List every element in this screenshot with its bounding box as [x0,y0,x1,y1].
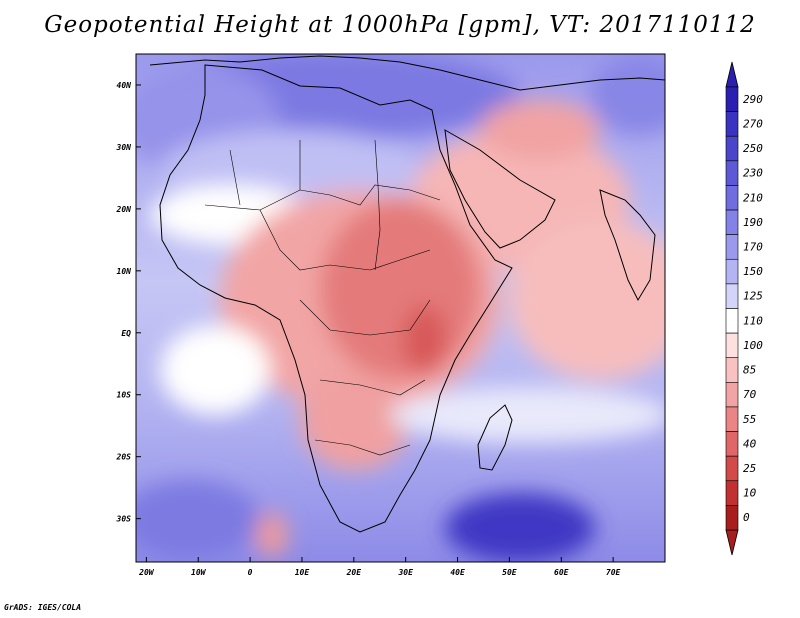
europe-coastline [149,55,665,91]
east-africa-low [320,200,480,380]
lat-tick-label: 10S [117,391,132,400]
border-line [314,439,411,456]
lat-tick-label: 20S [116,453,132,462]
coastlines [149,55,665,533]
madagascar-coastline [477,404,513,471]
lat-tick-label: 10N [117,267,132,276]
india-coastline [599,189,656,302]
colorbar-swatch [725,185,739,211]
colorbar-swatch [725,308,739,334]
border-line [299,299,431,336]
colorbar-level-label: 85 [743,364,756,377]
colorbar-swatch [725,480,739,506]
map-frame [135,53,666,563]
lat-tick-label: 30S [116,515,132,524]
colorbar-level-label: 250 [743,142,763,155]
colorbar-level-label: 230 [743,167,763,180]
lat-tick-label: 40N [117,81,132,90]
lon-tick-label: 50E [502,568,517,577]
colorbar-level-label: 10 [743,487,757,500]
colorbar-level-label: 70 [743,388,757,401]
southern-africa-low [300,370,410,470]
map-axes: 40N 30N 20N 10N EQ 10S 20S 30S 20W 10W 0 10E 20E 30E 4… [116,53,666,577]
colorbar-bottom-arrow [725,529,739,556]
lon-tick-label: 0 [248,568,253,577]
colorbar-swatch [725,258,739,285]
colorbar-swatch [725,234,739,260]
colorbar-level-label: 0 [743,511,750,524]
lon-tick-label: 70E [606,568,621,577]
colorbar-level-label: 125 [743,290,763,303]
lon-tick-label: 40E [450,568,465,577]
colorbar-level-label: 290 [743,93,763,106]
colorbar-level-label: 190 [743,216,763,229]
arabia-coastline [444,129,556,249]
country-borders [204,139,441,456]
africa-coastline [159,64,513,533]
south-indian-white [390,387,665,443]
border-line [319,379,426,396]
colorbar-level-label: 40 [743,437,757,450]
colorbar-level-label: 210 [743,191,763,204]
border-line [374,139,381,271]
colorbar-swatch [725,505,739,531]
chart-title: Geopotential Height at 1000hPa [gpm], VT… [44,12,756,38]
high-south-indian [445,493,595,562]
colorbar-swatch [725,209,739,235]
colorbar-top-arrow [725,61,739,88]
colorbar-level-label: 55 [743,413,756,426]
colorbar-level-label: 150 [743,265,763,278]
colorbar-swatch [725,406,739,432]
colorbar-swatch [725,86,739,112]
border-line [229,149,241,206]
lon-tick-label: 20W [138,568,155,577]
colorbar-level-label: 170 [743,240,763,253]
high-south-atlantic [136,480,260,560]
lon-tick-label: 30E [397,568,413,577]
indian-ocean-low [510,220,665,380]
lat-tick-label: EQ [121,329,131,338]
lon-tick-label: 10E [295,568,310,577]
height-field [136,54,665,562]
colorbar-swatch [725,283,739,309]
lake-region-core [403,305,447,375]
lon-tick-label: 10W [191,568,207,577]
grads-credit: GrADS: IGES/COLA [4,603,82,612]
colorbar-swatch [725,431,739,457]
colorbar-swatch [725,111,739,137]
border-line [204,184,441,211]
colorbar-level-label: 100 [743,339,763,352]
gulf-white [160,325,270,415]
lat-tick-label: 20N [116,205,132,214]
colorbar-swatch [725,135,739,162]
colorbar-level-label: 25 [743,462,756,475]
colorbar-swatch [725,382,739,408]
lon-tick-label: 20E [346,568,362,577]
colorbar-level-label: 270 [743,117,763,130]
high-central-asia [590,55,665,135]
colorbar-swatch [725,455,739,482]
border-line [259,209,431,271]
lon-tick-label: 60E [554,568,569,577]
colorbar: 2902702502302101901701501251101008570554… [725,61,763,556]
colorbar-swatch [725,160,739,186]
colorbar-level-label: 110 [743,314,763,327]
colorbar-swatch [725,332,739,359]
iran-low [480,100,600,160]
lat-tick-label: 30N [116,143,132,152]
colorbar-swatch [725,357,739,383]
atlantic-low-spot [256,513,288,557]
